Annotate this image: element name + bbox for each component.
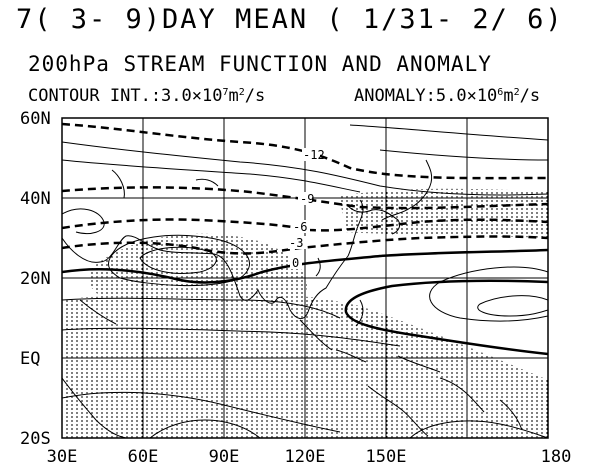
lon-label: 180: [541, 447, 572, 467]
contour-interval-prefix: CONTOUR INT.:3.0×10: [28, 86, 223, 106]
lon-label: 150E: [366, 447, 407, 467]
lat-label: 60N: [20, 109, 51, 129]
map-title: 7( 3- 9)DAY MEAN ( 1/31- 2/ 6): [16, 4, 564, 35]
contour-label: -6: [293, 220, 307, 234]
contour-label: -9: [300, 192, 314, 206]
map-frame: [61, 117, 549, 439]
contour-label: 0: [292, 256, 299, 270]
lat-label: 20N: [20, 269, 51, 289]
anomaly-interval-suffix: /s: [519, 86, 541, 106]
longitude-axis: 30E 60E 90E 120E 150E 180: [47, 447, 572, 467]
anomaly-interval-prefix: ANOMALY:5.0×10: [354, 86, 498, 106]
lat-label: EQ: [20, 349, 40, 369]
lon-label: 120E: [285, 447, 326, 467]
contour-interval-exponent: 7: [222, 87, 229, 98]
contour-label: -3: [289, 236, 303, 250]
contour-interval-suffix: /s: [244, 86, 266, 106]
latitude-axis: 60N 40N 20N EQ 20S: [20, 109, 51, 449]
lon-label: 90E: [209, 447, 240, 467]
lon-label: 30E: [47, 447, 78, 467]
contour-label: -12: [303, 148, 325, 162]
lat-label: 20S: [20, 429, 51, 449]
map-subtitle: 200hPa STREAM FUNCTION AND ANOMALY: [28, 52, 492, 76]
contour-labels: -12 -9 -6 -3 0: [288, 148, 325, 270]
anomaly-interval-exponent: 6: [497, 87, 504, 98]
anomaly-interval-unit-exponent: 2: [513, 87, 520, 98]
anomaly-interval-unit: m: [503, 86, 514, 106]
coastlines: [62, 159, 523, 438]
anomaly-interval-label: ANOMALY:5.0×106m2/s: [354, 88, 540, 105]
contour-interval-unit-exponent: 2: [238, 87, 245, 98]
contour-interval-unit: m: [228, 86, 239, 106]
contour-interval-label: CONTOUR INT.:3.0×107m2/s: [28, 88, 265, 105]
lon-label: 60E: [128, 447, 159, 467]
lat-label: 40N: [20, 189, 51, 209]
